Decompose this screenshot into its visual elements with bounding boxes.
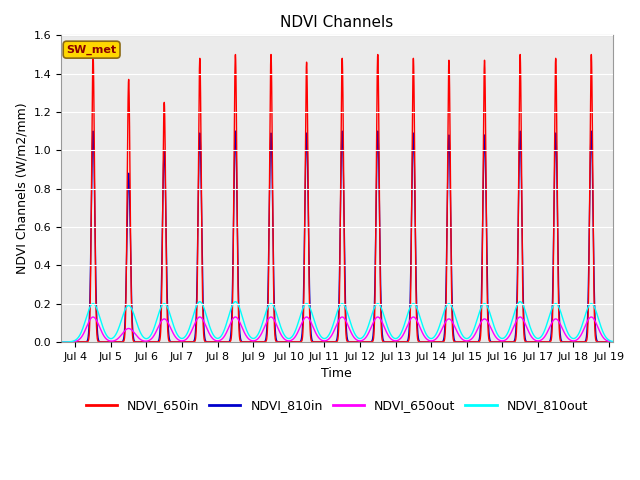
NDVI_650out: [57, 339, 65, 345]
NDVI_810out: [412, 302, 419, 308]
Title: NDVI Channels: NDVI Channels: [280, 15, 394, 30]
NDVI_810in: [391, 339, 399, 345]
X-axis label: Time: Time: [321, 367, 352, 380]
NDVI_810out: [391, 336, 399, 341]
NDVI_650in: [609, 339, 616, 345]
NDVI_810out: [196, 299, 204, 304]
Legend: NDVI_650in, NDVI_810in, NDVI_650out, NDVI_810out: NDVI_650in, NDVI_810in, NDVI_650out, NDV…: [81, 394, 593, 417]
NDVI_650in: [573, 339, 580, 345]
NDVI_810in: [195, 180, 202, 186]
NDVI_810out: [452, 316, 460, 322]
NDVI_810in: [57, 339, 65, 345]
Line: NDVI_810out: NDVI_810out: [61, 301, 612, 342]
NDVI_650out: [318, 337, 326, 343]
NDVI_810out: [318, 335, 326, 340]
NDVI_650in: [195, 155, 202, 161]
NDVI_650in: [588, 52, 595, 58]
NDVI_810out: [573, 334, 580, 339]
NDVI_650in: [57, 339, 65, 345]
NDVI_650out: [573, 337, 580, 343]
NDVI_650out: [339, 314, 346, 320]
Y-axis label: NDVI Channels (W/m2/mm): NDVI Channels (W/m2/mm): [15, 103, 28, 275]
NDVI_810in: [452, 339, 460, 345]
Text: SW_met: SW_met: [67, 45, 116, 55]
NDVI_650in: [412, 209, 419, 215]
NDVI_810in: [339, 128, 346, 134]
NDVI_650out: [391, 338, 399, 344]
NDVI_650out: [195, 315, 202, 321]
NDVI_810in: [412, 214, 419, 220]
Line: NDVI_810in: NDVI_810in: [61, 131, 612, 342]
NDVI_810in: [573, 339, 580, 345]
NDVI_650out: [412, 315, 419, 321]
NDVI_810out: [57, 339, 65, 345]
NDVI_650out: [609, 339, 616, 345]
Line: NDVI_650out: NDVI_650out: [61, 317, 612, 342]
Line: NDVI_650in: NDVI_650in: [61, 55, 612, 342]
NDVI_650in: [391, 339, 399, 345]
NDVI_810in: [609, 339, 616, 345]
NDVI_650in: [318, 339, 326, 345]
NDVI_650out: [452, 326, 460, 332]
NDVI_650in: [452, 339, 460, 345]
NDVI_810out: [609, 338, 616, 344]
NDVI_810in: [318, 339, 326, 345]
NDVI_810out: [195, 300, 202, 305]
